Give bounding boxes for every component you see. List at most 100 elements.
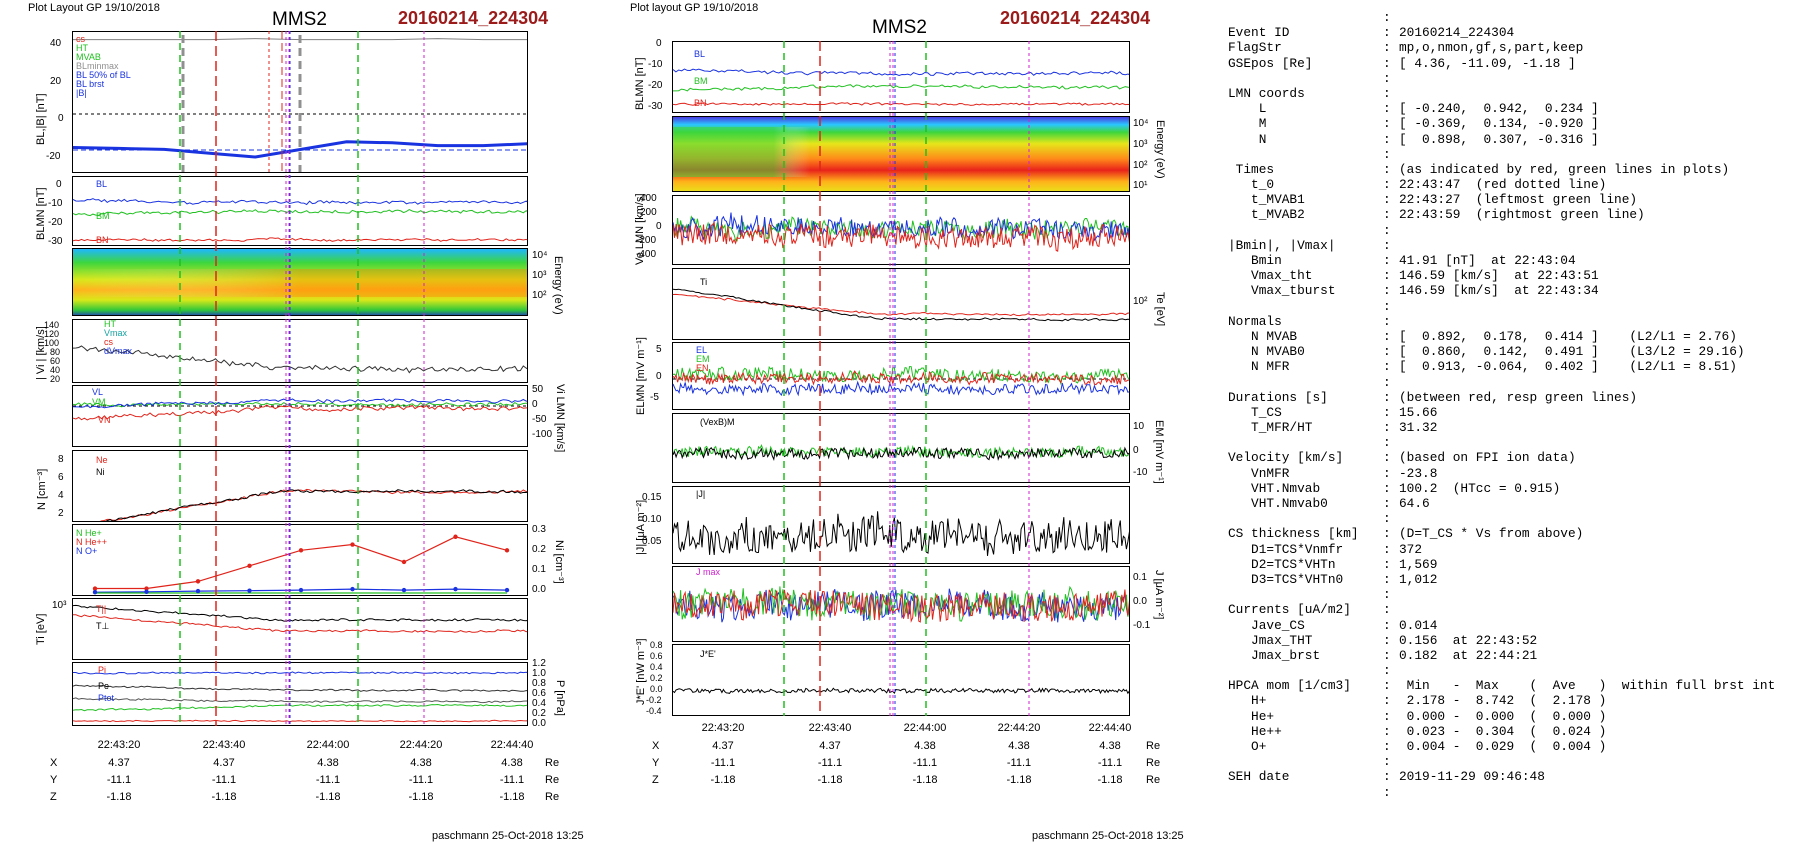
y-tick: 60: [50, 356, 61, 366]
info-key: M: [1228, 116, 1267, 132]
y-axis-label: ELMN [mV m⁻¹]: [635, 337, 647, 415]
x-tick-left: 22:44:40: [490, 739, 534, 751]
coord-value: -1.18: [408, 791, 434, 803]
info-row: :: [1228, 223, 1775, 238]
coord-value: -1.18: [315, 791, 341, 803]
info-row: t_MVAB2:22:43:59 (rightmost green line): [1228, 207, 1775, 222]
info-row: Times: (as indicated by red, green lines …: [1228, 162, 1775, 177]
y-tick-right: 0.2: [532, 544, 546, 555]
data-point: [247, 563, 252, 569]
y-tick: 0: [656, 371, 662, 382]
info-row: Vmax_tburst:146.59 [km/s] at 22:43:34: [1228, 283, 1775, 298]
info-colon: :: [1383, 222, 1391, 238]
coord-label: Z: [50, 791, 57, 803]
y-tick-right: 1.0: [532, 668, 546, 679]
y-axis-label: J*E' [nW m⁻³]: [635, 638, 647, 705]
y-tick: 80: [50, 347, 61, 357]
info-key: Bmin: [1228, 253, 1282, 268]
y-tick-right: 10³: [532, 270, 547, 281]
info-row: Vmax_tht:146.59 [km/s] at 22:43:51: [1228, 268, 1775, 283]
chart-panel-te: [672, 268, 1130, 340]
y-axis-label: BL,|B| [nT]: [35, 93, 47, 145]
info-row: :: [1228, 754, 1775, 769]
info-row: GSEpos [Re]: [ 4.36, -11.09, -1.18 ]: [1228, 56, 1775, 71]
series-line-pi2: [73, 697, 527, 704]
event-info-block: : Event ID:20160214_224304 FlagStr: mp,o,nm…: [1228, 10, 1775, 800]
data-point: [350, 542, 355, 547]
legend-item: Pi: [98, 665, 107, 675]
info-row: :: [1228, 587, 1775, 602]
info-row: HPCA mom [1/cm3]: Min - Max ( Ave ) with…: [1228, 678, 1775, 693]
coord-unit: Re: [545, 757, 560, 769]
coord-value: 4.38: [317, 757, 339, 769]
info-key: Jmax_THT: [1228, 632, 1313, 648]
data-point: [92, 590, 98, 595]
info-row: N MVAB: [ 0.892, 0.178, 0.414 ] (L2/L1 = …: [1228, 329, 1775, 344]
legend-item: EL: [696, 345, 708, 355]
info-key: T_CS: [1228, 404, 1282, 420]
coord-value: -1.18: [106, 791, 132, 803]
info-colon: :: [1383, 556, 1391, 572]
y-tick: -0.2: [646, 695, 662, 705]
info-colon: :: [1383, 344, 1391, 360]
footer-mid: paschmann 25-Oct-2018 13:25: [1032, 830, 1184, 842]
legend-item: BL 50% of BL: [76, 70, 131, 80]
info-row: :: [1228, 663, 1775, 678]
y-tick: 10³: [52, 600, 67, 611]
x-tick-mid: 22:44:00: [903, 722, 947, 734]
chart-panel-spectrogram-left: [72, 248, 528, 316]
y-tick: 0.05: [642, 536, 662, 547]
info-key: Velocity [km/s]: [1228, 450, 1344, 466]
info-colon: :: [1383, 192, 1391, 208]
info-key: |Bmin|, |Vmax|: [1228, 237, 1336, 253]
info-row: :: [1228, 147, 1775, 162]
info-key: Normals: [1228, 313, 1282, 329]
series-line-el: [673, 365, 1129, 386]
x-tick-mid: 22:43:40: [808, 722, 852, 734]
info-colon: :: [1383, 587, 1391, 603]
legend-item: Ni: [96, 467, 105, 477]
info-row: SEH date:2019-11-29 09:46:48: [1228, 769, 1775, 784]
legend-item: BL brst: [76, 79, 105, 89]
event-id-title-mid: 20160214_224304: [1000, 8, 1151, 28]
y-tick: 5: [656, 344, 662, 355]
info-colon: :: [1383, 663, 1391, 679]
chart-svg-pressure: [73, 671, 527, 723]
chart-panel-elmn: [672, 342, 1130, 410]
coord-value: 4.37: [213, 757, 235, 769]
legend-item: EM: [696, 354, 710, 364]
info-key: Jave_CS: [1228, 617, 1305, 633]
info-value: Min - Max ( Ave ) within full brst int: [1399, 678, 1776, 694]
legend-item: J*E': [700, 649, 716, 659]
y-tick-right: 0.0: [1133, 596, 1147, 607]
info-row: Bmin:41.91 [nT] at 22:43:04: [1228, 253, 1775, 268]
y-axis-label: N [cm⁻³]: [36, 468, 48, 510]
data-point: [504, 548, 510, 553]
chart-panel-vi: [72, 319, 528, 383]
info-colon: :: [1383, 602, 1391, 618]
legend-item: N He+: [76, 528, 102, 538]
info-value: (D=T_CS * Vs from above): [1399, 526, 1584, 542]
series-line-bl: [73, 198, 527, 206]
info-key: t_MVAB2: [1228, 207, 1305, 223]
info-row: Jmax_THT:0.156 at 22:43:52: [1228, 633, 1775, 648]
info-key: VHT.Nmvab0: [1228, 496, 1328, 511]
info-colon: :: [1383, 465, 1391, 481]
info-key: Currents [uA/m2]: [1228, 602, 1351, 618]
info-key: FlagStr: [1228, 40, 1282, 56]
legend-item: cs: [104, 337, 113, 347]
info-row: Event ID:20160214_224304: [1228, 25, 1775, 40]
info-row: CS thickness [km]: (D=T_CS * Vs from abov…: [1228, 526, 1775, 541]
y-tick-right: 10³: [1133, 139, 1148, 150]
y-tick: 100: [44, 338, 60, 348]
info-colon: :: [1383, 359, 1391, 375]
y-tick: 0.10: [642, 514, 662, 525]
y-axis-label: | Vi | [km/s]: [35, 326, 47, 380]
y-tick: -30: [648, 101, 663, 112]
info-value: 64.6: [1399, 496, 1430, 511]
chart-svg-ti: [73, 604, 527, 633]
chart-svg-te: [673, 288, 1129, 322]
info-colon: :: [1383, 420, 1391, 436]
info-row: :: [1228, 299, 1775, 314]
info-colon: :: [1383, 769, 1391, 785]
